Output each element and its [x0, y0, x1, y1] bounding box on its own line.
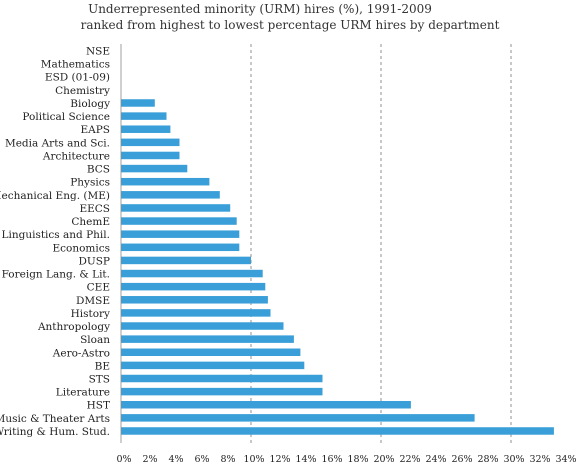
category-label: Mathematics — [41, 59, 110, 71]
x-tick-label: 28% — [477, 454, 498, 465]
bar — [121, 309, 271, 317]
x-tick-label: 12% — [269, 454, 290, 465]
bar — [121, 151, 180, 160]
bar — [121, 112, 167, 120]
bar — [121, 230, 240, 238]
bar — [121, 414, 475, 422]
chart-title: Underrepresented minority (URM) hires (%… — [88, 2, 432, 16]
bar — [121, 217, 237, 225]
category-label: EECS — [79, 203, 110, 215]
x-tick-label: 2% — [142, 454, 157, 465]
x-tick-label: 34% — [555, 454, 576, 465]
category-label: ESD (01-09) — [45, 72, 110, 84]
bar — [121, 138, 180, 147]
category-label: Foreign Lang. & Lit. — [2, 269, 110, 281]
x-tick-label: 26% — [451, 454, 472, 465]
bar — [121, 256, 251, 265]
category-label: Sloan — [80, 334, 110, 346]
x-tick-label: 32% — [529, 454, 550, 465]
bar — [121, 335, 294, 343]
bar — [121, 322, 284, 330]
x-tick-label: 10% — [243, 454, 264, 465]
category-label: DUSP — [78, 255, 110, 267]
category-label: Mechanical Eng. (ME) — [0, 190, 110, 202]
bar — [121, 387, 323, 396]
category-label: BCS — [87, 164, 110, 176]
x-tick-label: 6% — [194, 454, 209, 465]
category-label: Linguistics and Phil. — [2, 229, 110, 241]
x-tick-label: 30% — [503, 454, 524, 465]
category-label: NSE — [86, 46, 110, 58]
bar — [121, 99, 155, 107]
x-tick-label: 20% — [373, 454, 394, 465]
category-label: Writing & Hum. Stud. — [0, 426, 110, 438]
x-tick-label: 4% — [168, 454, 183, 465]
x-tick-label: 14% — [295, 454, 316, 465]
bar — [121, 348, 301, 357]
bar — [121, 243, 240, 252]
category-label: Physics — [70, 177, 110, 189]
bar — [121, 204, 231, 212]
x-tick-label: 8% — [220, 454, 235, 465]
bar — [121, 427, 554, 435]
category-label: Media Arts and Sci. — [5, 137, 110, 149]
category-label: Biology — [70, 98, 110, 110]
category-label: Music & Theater Arts — [0, 413, 110, 425]
category-label: HST — [87, 400, 110, 412]
category-label: Literature — [56, 387, 110, 399]
bar — [121, 164, 188, 173]
bar — [121, 361, 305, 370]
x-tick-label: 0% — [116, 454, 131, 465]
category-label: EAPS — [80, 124, 110, 136]
x-tick-label: 22% — [399, 454, 420, 465]
category-label: Anthropology — [37, 321, 110, 333]
x-tick-label: 24% — [425, 454, 446, 465]
bar — [121, 374, 323, 383]
bar — [121, 296, 268, 304]
category-label: DMSE — [76, 295, 110, 307]
category-label: Chemistry — [55, 85, 110, 97]
category-label: Political Science — [22, 111, 110, 123]
category-label: Architecture — [42, 150, 110, 162]
category-label: STS — [89, 374, 110, 386]
bar — [121, 282, 266, 291]
category-label: History — [71, 308, 110, 320]
category-label: ChemE — [71, 216, 110, 228]
chart-subtitle: ranked from highest to lowest percentage… — [80, 18, 500, 32]
category-label: Economics — [52, 242, 110, 254]
bar — [121, 269, 263, 278]
bar — [121, 177, 210, 186]
bar — [121, 191, 220, 199]
category-label: Aero-Astro — [52, 347, 110, 359]
bar — [121, 125, 171, 133]
category-label: CEE — [87, 282, 110, 294]
bar — [121, 400, 411, 409]
x-tick-label: 18% — [347, 454, 368, 465]
category-label: BE — [95, 360, 110, 372]
x-tick-label: 16% — [321, 454, 342, 465]
